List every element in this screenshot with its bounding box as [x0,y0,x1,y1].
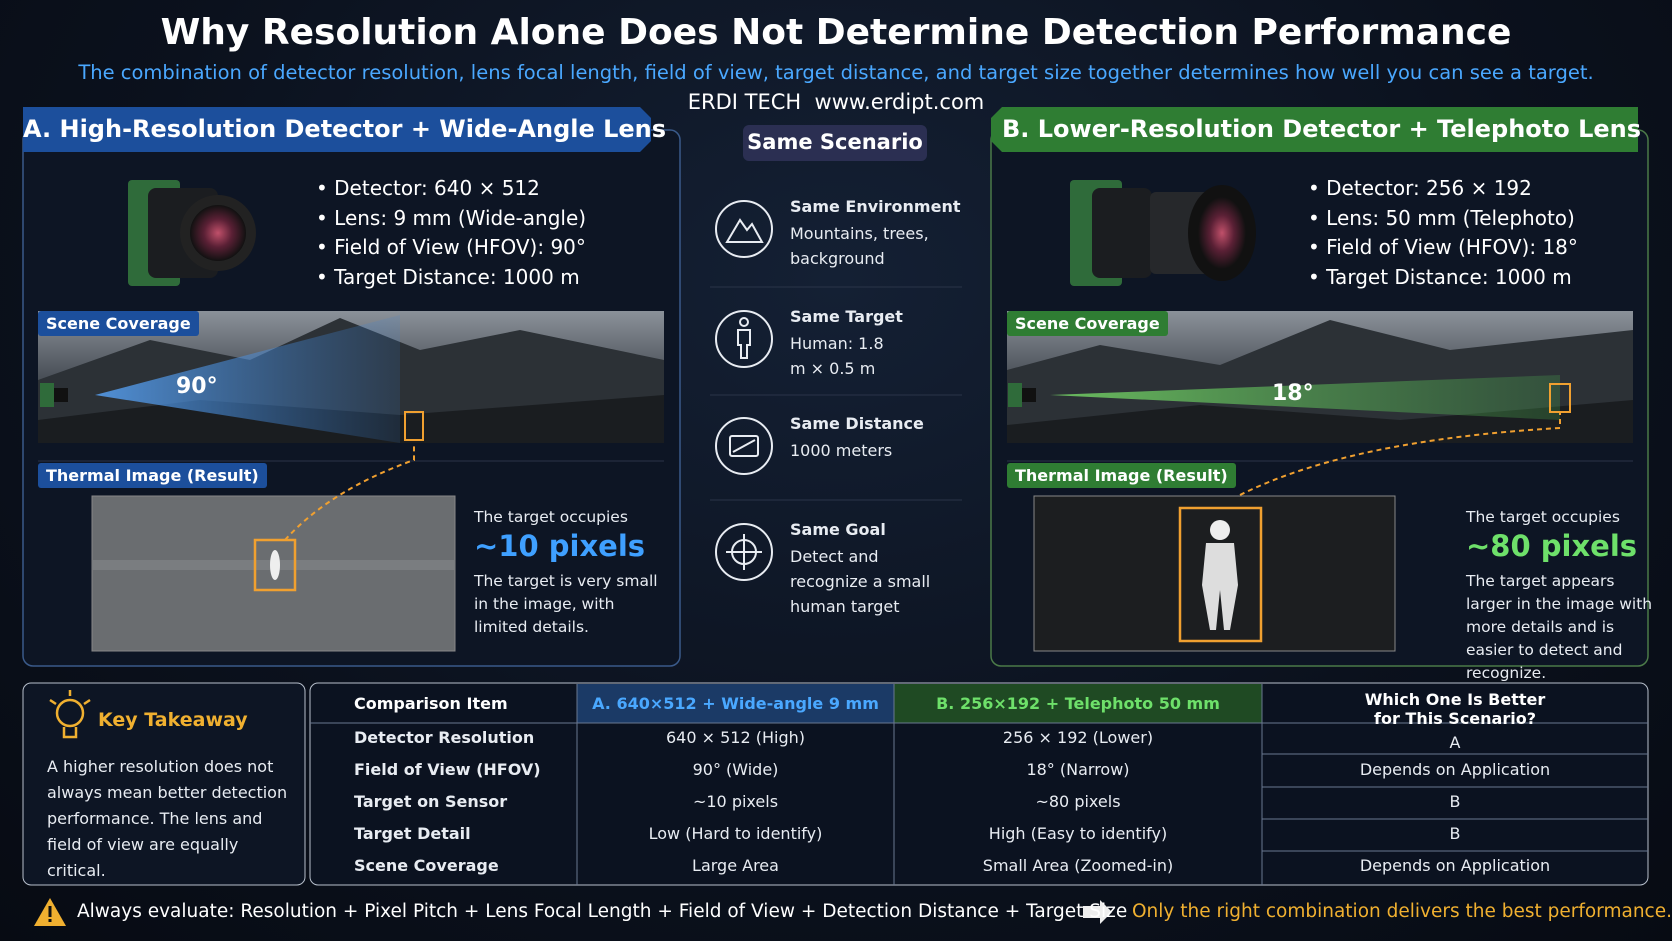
table-header: Which One Is Better for This Scenario? [1364,690,1546,728]
spec: • Lens: 50 mm (Telephoto) [1308,205,1575,230]
table-header: B. 256×192 + Telephoto 50 mm [936,694,1220,713]
scenario-text: Human: 1.8 m × 0.5 m [790,334,884,378]
panel-heading: B. Lower-Resolution Detector + Telephoto… [1002,115,1642,143]
table-cell: Detector Resolution [354,728,535,747]
spec: • Target Distance: 1000 m [316,264,580,289]
thermal-a [91,443,456,652]
table-cell: Field of View (HFOV) [354,760,541,779]
scenario-dividers [710,286,962,501]
pixels: ~10 pixels [474,529,646,563]
scene-label: Scene Coverage [1007,311,1168,336]
scenario-text: Mountains, trees, background [790,224,929,268]
footer-left: Always evaluate: Resolution + Pixel Pitc… [77,901,1128,922]
table-cell: Small Area (Zoomed-in) [982,856,1174,875]
spec: • Lens: 9 mm (Wide-angle) [316,205,587,230]
table-frame [309,682,1649,886]
brand: ERDI TECH www.erdipt.com [687,90,985,114]
takeaway-frame [22,682,306,886]
camera-b [1070,180,1256,286]
camera-a [128,180,256,286]
spec: • Target Distance: 1000 m [1308,264,1572,289]
col-a-header [577,684,894,723]
panel-b-tab [991,107,1638,152]
arrow-icon [1083,900,1112,924]
table-cell: Target on Sensor [354,792,508,811]
scenario-text: Detect and recognize a small human targe… [790,547,931,616]
table-cell: 640 × 512 (High) [666,728,805,747]
title: Why Resolution Alone Does Not Determine … [160,12,1512,53]
table-cell: 18° (Narrow) [1026,760,1130,779]
note-intro: The target occupies [474,508,628,526]
scenario-title: Same Environment [790,197,961,216]
table-header: A. 640×512 + Wide-angle 9 mm [592,694,879,713]
scenario-icons [715,200,773,581]
table-cell: B [1449,792,1461,811]
spec: • Field of View (HFOV): 90° [316,235,586,259]
scenario-title: Same Goal [790,520,886,539]
pixels: ~80 pixels [1466,529,1638,563]
bulb-icon [49,690,91,739]
scenario-title: Same Target [790,307,903,326]
angle: 18° [1272,381,1314,406]
subtitle: The combination of detector resolution, … [78,61,1594,84]
table-cell: Low (Hard to identify) [648,824,823,843]
takeaway-text: A higher resolution does not always mean… [47,757,288,880]
table-cell: Depends on Application [1359,856,1551,875]
scenario-badge [743,125,927,161]
table-cell: 90° (Wide) [692,760,779,779]
table-cell: Target Detail [354,824,471,843]
table-cell: 256 × 192 (Lower) [1002,728,1154,747]
note-intro: The target occupies [1466,508,1620,526]
result-label: Thermal Image (Result) [1007,463,1236,488]
col-b-header [894,684,1262,723]
panel-a-tab [23,107,651,152]
table-cell: High (Easy to identify) [988,824,1168,843]
warning-icon [34,898,66,926]
scenario-text: 1000 meters [790,441,893,460]
result-label: Thermal Image (Result) [38,463,267,488]
table-cell: Depends on Application [1359,760,1551,779]
thermal-b [1033,412,1561,652]
note: The target appears larger in the image w… [1466,572,1653,682]
table-cell: Large Area [692,856,779,875]
scenario-title: Same Distance [790,414,924,433]
scenario-heading: Same Scenario [747,130,923,154]
panel-heading: A. High-Resolution Detector + Wide-Angle… [23,115,667,143]
table-cell: ~10 pixels [692,792,779,811]
table-cell: A [1449,733,1461,752]
angle: 90° [176,374,218,399]
table-cell: B [1449,824,1461,843]
table-header: Comparison Item [354,694,508,713]
spec: • Field of View (HFOV): 18° [1308,235,1578,259]
spec: • Detector: 256 × 192 [1308,176,1532,200]
footer-right: Only the right combination delivers the … [1132,901,1672,922]
table-lines [310,684,1648,885]
scene-label: Scene Coverage [38,311,199,336]
spec: • Detector: 640 × 512 [316,176,540,200]
table-cell: Scene Coverage [354,856,499,875]
note: The target is very small in the image, w… [474,572,658,636]
takeaway-title: Key Takeaway [98,709,248,731]
table-cell: ~80 pixels [1035,792,1121,811]
